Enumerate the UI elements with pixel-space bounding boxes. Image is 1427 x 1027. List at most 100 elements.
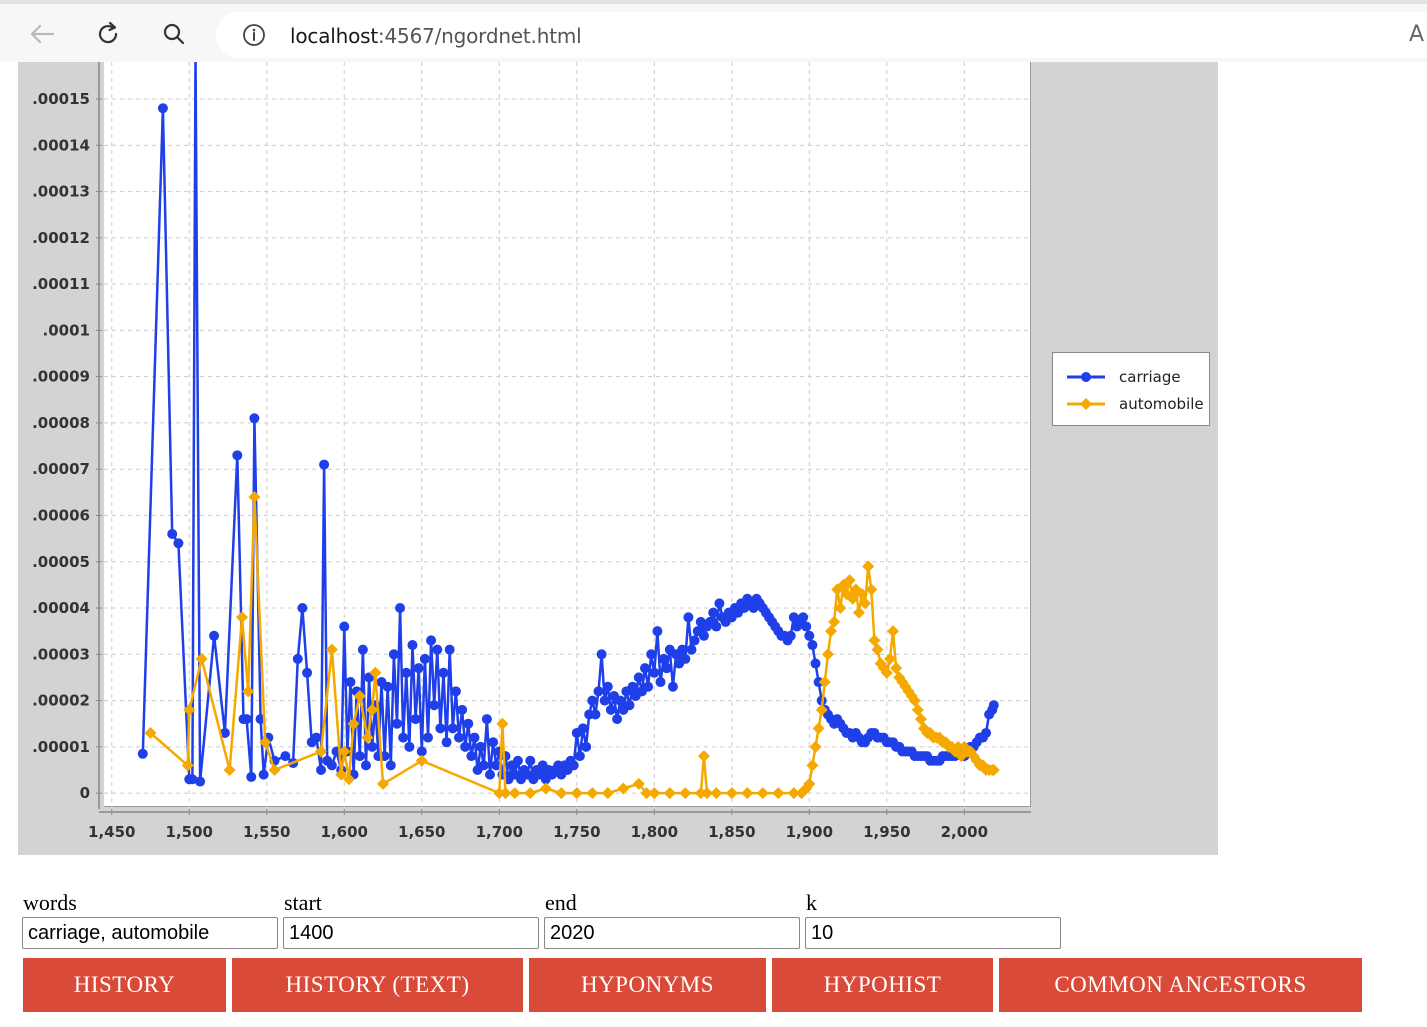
automobile-point	[640, 787, 653, 800]
carriage-point	[302, 667, 313, 678]
automobile-point	[834, 602, 847, 615]
automobile-point	[181, 759, 194, 772]
carriage-point	[677, 644, 688, 655]
y-tick-label: .00007	[32, 460, 90, 478]
carriage-point	[655, 677, 666, 688]
automobile-point	[865, 583, 878, 596]
carriage-point	[627, 681, 638, 692]
automobile-point	[679, 787, 692, 800]
legend-label-carriage: carriage	[1119, 368, 1181, 386]
automobile-point	[887, 625, 900, 638]
automobile-point	[415, 754, 428, 767]
carriage-point	[646, 649, 657, 660]
carriage-point	[316, 764, 327, 775]
automobile-point	[862, 560, 875, 573]
automobile-point	[880, 666, 893, 679]
search-icon[interactable]	[158, 18, 190, 50]
end-input[interactable]	[544, 917, 800, 949]
carriage-point	[574, 751, 585, 762]
automobile-point	[809, 740, 822, 753]
carriage-point	[209, 630, 220, 641]
automobile-point	[524, 787, 537, 800]
chart-legend: carriage automobile	[1052, 352, 1210, 426]
history-button[interactable]: HISTORY	[23, 958, 226, 1012]
hypohist-button[interactable]: HYPOHIST	[772, 958, 993, 1012]
automobile-point	[756, 787, 769, 800]
carriage-point	[785, 630, 796, 641]
automobile-point	[539, 782, 552, 795]
carriage-point	[484, 769, 495, 780]
carriage-point	[599, 695, 610, 706]
carriage-point	[249, 413, 260, 424]
carriage-point	[339, 621, 350, 632]
carriage-point	[711, 621, 722, 632]
automobile-point	[223, 763, 236, 776]
automobile-point	[144, 726, 157, 739]
carriage-point	[441, 737, 452, 748]
automobile-point	[868, 634, 881, 647]
carriage-point	[280, 751, 291, 762]
carriage-point	[395, 603, 406, 614]
automobile-point	[825, 625, 838, 638]
automobile-point	[347, 717, 360, 730]
carriage-point	[652, 626, 663, 637]
automobile-line	[149, 495, 994, 795]
carriage-point	[568, 760, 579, 771]
automobile-point	[883, 652, 896, 665]
automobile-point	[342, 773, 355, 786]
start-input[interactable]	[283, 917, 539, 949]
automobile-point	[710, 787, 723, 800]
carriage-point	[587, 695, 598, 706]
x-tick-label: 1,950	[863, 823, 910, 841]
ngram-history-chart: 0 .00001 .00002 .00003 .00004 .00005 .00006 .00…	[32, 48, 1031, 841]
reload-icon[interactable]	[92, 18, 124, 50]
automobile-point	[741, 787, 754, 800]
k-input[interactable]	[805, 917, 1061, 949]
carriage-point	[593, 686, 604, 697]
read-aloud-icon[interactable]: A	[1409, 22, 1425, 47]
carriage-point	[258, 769, 269, 780]
automobile-point	[952, 740, 965, 753]
automobile-point	[570, 787, 583, 800]
carriage-point	[658, 653, 669, 664]
y-tick-label: .00013	[32, 183, 90, 201]
carriage-point	[596, 649, 607, 660]
automobile-point	[852, 606, 865, 619]
hyponyms-button[interactable]: HYPONYMS	[529, 958, 766, 1012]
carriage-point	[633, 672, 644, 683]
automobile-point	[806, 759, 819, 772]
automobile-point	[377, 777, 390, 790]
back-arrow-icon[interactable]	[26, 18, 58, 50]
carriage-point	[432, 644, 443, 655]
history-text-button[interactable]: HISTORY (TEXT)	[232, 958, 523, 1012]
carriage-point	[190, 48, 200, 58]
y-tick-label: .00002	[32, 692, 90, 710]
x-tick-label: 1,800	[631, 823, 678, 841]
address-bar[interactable]: localhost:4567/ngordnet.html	[216, 12, 1427, 58]
automobile-point	[493, 787, 506, 800]
common-ancestors-button[interactable]: COMMON ANCESTORS	[999, 958, 1362, 1012]
carriage-point	[491, 760, 502, 771]
x-tick-label: 2,000	[941, 823, 988, 841]
carriage-point	[615, 695, 626, 706]
carriage-point	[297, 603, 308, 614]
words-label: words	[23, 890, 77, 915]
carriage-point	[981, 727, 992, 738]
carriage-point	[475, 741, 486, 752]
words-input[interactable]	[22, 917, 278, 949]
carriage-point	[429, 700, 440, 711]
automobile-point	[663, 787, 676, 800]
carriage-point	[241, 714, 252, 725]
carriage-point	[801, 621, 812, 632]
automobile-point	[586, 787, 599, 800]
automobile-point	[818, 676, 831, 689]
carriage-point	[388, 649, 399, 660]
carriage-point	[488, 737, 499, 748]
site-info-icon[interactable]	[242, 23, 266, 52]
y-tick-label: .00001	[32, 738, 90, 756]
automobile-point	[353, 689, 366, 702]
carriage-point	[419, 653, 430, 664]
automobile-point	[803, 777, 816, 790]
automobile-point	[871, 643, 884, 656]
carriage-point	[137, 748, 148, 759]
